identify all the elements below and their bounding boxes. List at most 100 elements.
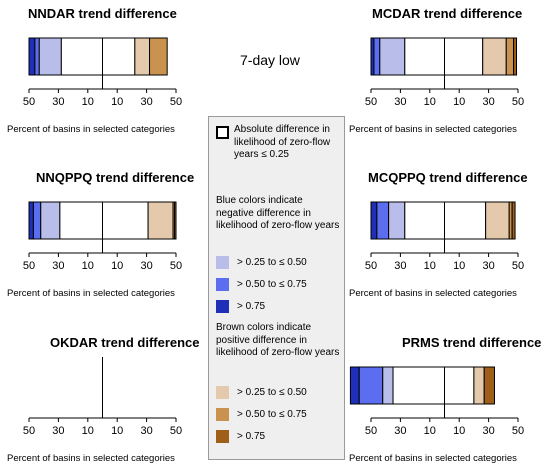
x-tick-label: 50 bbox=[23, 425, 35, 437]
legend-brown-dark-label: > 0.75 bbox=[237, 431, 266, 442]
x-tick-label: 50 bbox=[365, 425, 377, 437]
okdar-xlabel: Percent of basins in selected categories bbox=[7, 453, 175, 464]
legend-box: Absolute difference in likelihood of zer… bbox=[208, 116, 345, 460]
bar-segment bbox=[404, 201, 445, 240]
bar-segment bbox=[38, 37, 62, 76]
mcqppq-title: MCQPPQ trend difference bbox=[368, 170, 528, 185]
x-tick-label: 30 bbox=[394, 260, 406, 272]
bar-segment bbox=[511, 201, 516, 240]
legend-tan-mid-swatch bbox=[216, 408, 229, 421]
bar-segment bbox=[174, 201, 177, 240]
bar-segment bbox=[379, 37, 406, 76]
legend-tan-mid-label: > 0.50 to ≤ 0.75 bbox=[237, 409, 307, 420]
bar-segment bbox=[392, 366, 445, 405]
x-tick-label: 10 bbox=[453, 96, 465, 108]
x-tick-label: 30 bbox=[52, 425, 64, 437]
x-tick-label: 30 bbox=[482, 96, 494, 108]
x-tick-label: 50 bbox=[23, 260, 35, 272]
x-tick-label: 30 bbox=[140, 260, 152, 272]
bar-segment bbox=[102, 201, 149, 240]
x-tick-label: 10 bbox=[111, 96, 123, 108]
legend-blue-dark-swatch bbox=[216, 300, 229, 313]
bar-segment bbox=[404, 37, 445, 76]
legend-brown-dark-swatch bbox=[216, 430, 229, 443]
x-tick-label: 10 bbox=[453, 425, 465, 437]
x-tick-label: 10 bbox=[82, 96, 94, 108]
x-tick-label: 50 bbox=[170, 96, 182, 108]
mcdar-xlabel: Percent of basins in selected categories bbox=[349, 124, 517, 135]
x-tick-label: 30 bbox=[482, 260, 494, 272]
bar-segment bbox=[32, 201, 42, 240]
bar-segment bbox=[60, 37, 103, 76]
bar-segment bbox=[149, 37, 168, 76]
x-tick-label: 50 bbox=[170, 260, 182, 272]
bar-segment bbox=[388, 201, 406, 240]
x-tick-label: 50 bbox=[23, 96, 35, 108]
x-tick-label: 50 bbox=[512, 425, 524, 437]
x-tick-label: 10 bbox=[424, 425, 436, 437]
legend-abs-swatch bbox=[216, 126, 229, 139]
x-tick-label: 30 bbox=[394, 425, 406, 437]
x-tick-label: 50 bbox=[512, 260, 524, 272]
legend-blue-mid-swatch bbox=[216, 278, 229, 291]
legend-blue-mid-label: > 0.50 to ≤ 0.75 bbox=[237, 279, 307, 290]
bar-segment bbox=[482, 37, 507, 76]
bar-segment bbox=[349, 366, 360, 405]
bar-segment bbox=[444, 201, 487, 240]
bar-segment bbox=[59, 201, 103, 240]
bar-segment bbox=[28, 37, 36, 76]
nndar-title: NNDAR trend difference bbox=[28, 6, 177, 21]
bar-segment bbox=[147, 201, 174, 240]
bar-segment bbox=[358, 366, 384, 405]
bar-segment bbox=[505, 37, 515, 76]
x-tick-label: 10 bbox=[111, 425, 123, 437]
legend-abs-label: Absolute difference in likelihood of zer… bbox=[234, 124, 331, 160]
bar-segment bbox=[134, 37, 151, 76]
x-tick-label: 50 bbox=[170, 425, 182, 437]
x-tick-label: 10 bbox=[424, 260, 436, 272]
x-tick-label: 50 bbox=[512, 96, 524, 108]
x-tick-label: 30 bbox=[394, 96, 406, 108]
mcdar-title: MCDAR trend difference bbox=[372, 6, 523, 21]
prms-title: PRMS trend difference bbox=[402, 335, 542, 350]
bar-segment bbox=[34, 37, 40, 76]
bar-segment bbox=[513, 37, 518, 76]
x-tick-label: 10 bbox=[453, 260, 465, 272]
legend-blue-light-swatch bbox=[216, 256, 229, 269]
legend-blue-light-label: > 0.25 to ≤ 0.50 bbox=[237, 257, 307, 268]
bar-segment bbox=[370, 201, 378, 240]
bar-segment bbox=[444, 37, 484, 76]
bar-segment bbox=[376, 201, 390, 240]
x-tick-label: 10 bbox=[82, 260, 94, 272]
bar-segment bbox=[373, 37, 381, 76]
nnqppq-title: NNQPPQ trend difference bbox=[36, 170, 195, 185]
bar-segment bbox=[28, 201, 34, 240]
okdar-title: OKDAR trend difference bbox=[50, 335, 200, 350]
x-tick-label: 10 bbox=[111, 260, 123, 272]
x-tick-label: 30 bbox=[140, 425, 152, 437]
x-tick-label: 50 bbox=[365, 260, 377, 272]
legend-tan-light-label: > 0.25 to ≤ 0.50 bbox=[237, 387, 307, 398]
bar-segment bbox=[485, 201, 510, 240]
nndar-xlabel: Percent of basins in selected categories bbox=[7, 124, 175, 135]
bar-segment bbox=[382, 366, 394, 405]
x-tick-label: 30 bbox=[482, 425, 494, 437]
bar-segment bbox=[40, 201, 61, 240]
legend-blue-header: Blue colors indicate negative difference… bbox=[216, 195, 340, 231]
prms-xlabel: Percent of basins in selected categories bbox=[349, 453, 517, 464]
x-tick-label: 10 bbox=[424, 96, 436, 108]
legend-tan-light-swatch bbox=[216, 386, 229, 399]
nnqppq-xlabel: Percent of basins in selected categories bbox=[7, 288, 175, 299]
bar-segment bbox=[483, 366, 495, 405]
x-tick-label: 50 bbox=[365, 96, 377, 108]
bar-segment bbox=[102, 37, 136, 76]
legend-blue-dark-label: > 0.75 bbox=[237, 301, 266, 312]
x-tick-label: 30 bbox=[52, 96, 64, 108]
x-tick-label: 30 bbox=[140, 96, 152, 108]
x-tick-label: 10 bbox=[82, 425, 94, 437]
bar-segment bbox=[473, 366, 485, 405]
x-tick-label: 30 bbox=[52, 260, 64, 272]
center-label: 7-day low bbox=[240, 52, 300, 68]
legend-brown-header: Brown colors indicate positive differenc… bbox=[216, 322, 340, 358]
